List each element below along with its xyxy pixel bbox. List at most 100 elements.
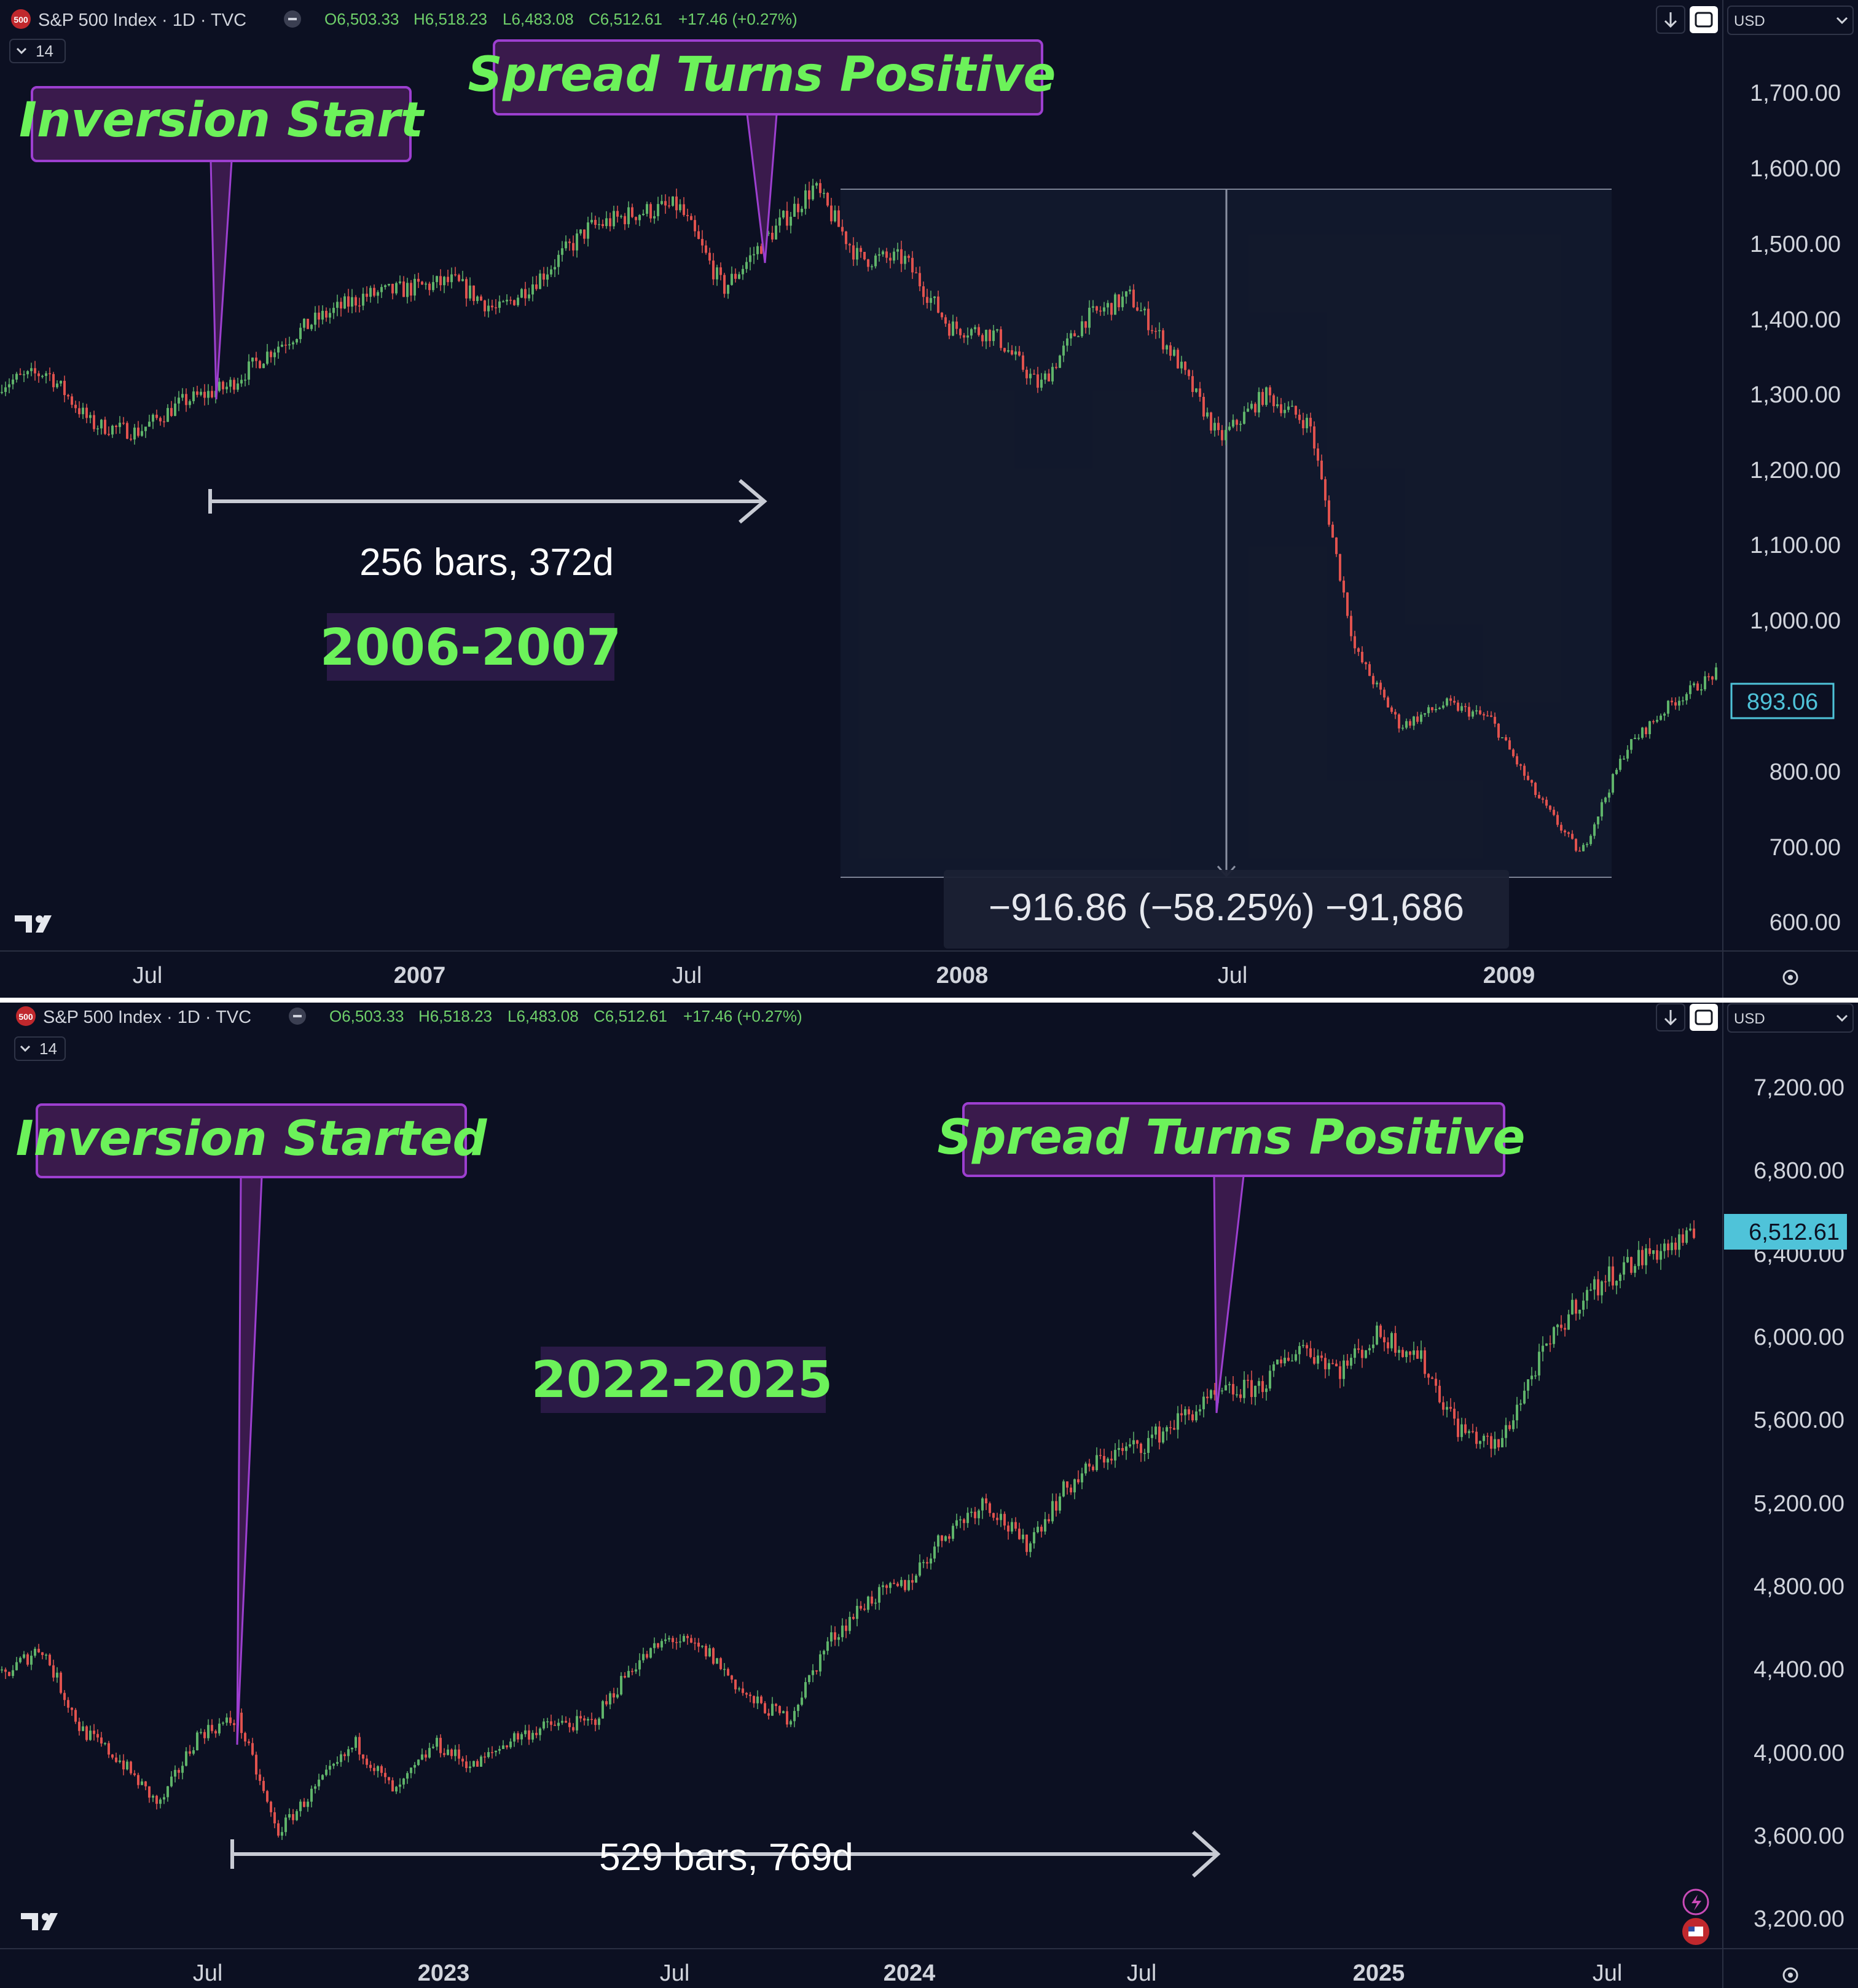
- candle-body: [1125, 1446, 1127, 1451]
- candle-body: [1247, 1380, 1249, 1381]
- candle-body: [163, 421, 165, 423]
- candle-body: [1261, 392, 1264, 405]
- candle-body: [1000, 1514, 1002, 1520]
- candle-body: [362, 294, 364, 306]
- candle-body: [826, 193, 829, 206]
- top-period-label: 2006-2007: [320, 619, 621, 677]
- candle-body: [941, 312, 943, 318]
- top-range-label: 256 bars, 372d: [359, 541, 614, 584]
- candle-body: [1298, 1346, 1301, 1355]
- candle-body: [815, 183, 818, 186]
- candle-body: [111, 1755, 114, 1758]
- top-maximize-button[interactable]: [1690, 6, 1718, 33]
- candle-body: [325, 1769, 327, 1775]
- candle-body: [100, 1737, 103, 1743]
- candle-body: [1398, 1350, 1400, 1353]
- candle-body: [189, 401, 191, 405]
- candle-body: [915, 1575, 917, 1583]
- candle-body: [1431, 707, 1433, 711]
- lightning-icon[interactable]: [1682, 1888, 1709, 1916]
- candle-body: [1704, 676, 1706, 690]
- top-chart-panel: 500 S&P 500 Index · 1D · TVC O6,503.33 H…: [0, 0, 1858, 1000]
- candle-body: [609, 218, 611, 227]
- gear-icon[interactable]: [1782, 969, 1798, 985]
- candle-body: [259, 361, 261, 369]
- candle-body: [1468, 1431, 1470, 1433]
- candle-body: [200, 391, 202, 395]
- bottom-candles: [1, 1220, 1695, 1841]
- top-y-tick: 1,100.00: [1750, 533, 1841, 558]
- bottom-inversion-callout: [36, 1103, 467, 1178]
- candle-body: [1648, 1248, 1651, 1254]
- candle-body: [948, 323, 951, 336]
- candle-body: [1608, 792, 1610, 798]
- bottom-indicator-toggle[interactable]: [14, 1036, 66, 1061]
- candle-body: [1291, 1360, 1293, 1362]
- bottom-currency-select[interactable]: [1727, 1003, 1854, 1033]
- candle-body: [1239, 423, 1242, 425]
- candle-body: [786, 1711, 788, 1725]
- bottom-maximize-button[interactable]: [1690, 1004, 1718, 1031]
- candle-body: [343, 296, 346, 309]
- candle-body: [251, 358, 254, 362]
- candle-body: [1291, 405, 1293, 407]
- candle-body: [214, 1731, 217, 1734]
- candle-body: [635, 1669, 637, 1672]
- candle-body: [815, 1670, 818, 1672]
- candle-body: [1306, 1345, 1308, 1348]
- candle-body: [996, 1517, 998, 1520]
- top-currency-select[interactable]: [1727, 6, 1854, 35]
- candle-body: [690, 1638, 692, 1643]
- candle-body: [694, 220, 696, 232]
- candle-body: [683, 204, 685, 215]
- candle-body: [697, 231, 700, 239]
- candle-body: [1033, 374, 1035, 375]
- top-x-tick: Jul: [1218, 963, 1248, 988]
- candle-body: [1287, 1358, 1290, 1361]
- candle-body: [1298, 414, 1301, 420]
- candle-body: [638, 214, 641, 221]
- candle-body: [598, 1718, 600, 1725]
- candle-body: [926, 297, 928, 303]
- candle-body: [192, 1750, 195, 1754]
- candle-body: [447, 276, 449, 283]
- candle-body: [1320, 460, 1323, 480]
- bottom-symbol-title[interactable]: S&P 500 Index · 1D · TVC: [43, 1008, 251, 1027]
- candle-body: [878, 1587, 880, 1603]
- candle-body: [1143, 1452, 1146, 1454]
- candle-body: [137, 428, 139, 436]
- candle-body: [863, 251, 866, 260]
- candle-body: [1051, 1501, 1054, 1522]
- candle-body: [819, 1654, 821, 1672]
- candle-body: [1416, 1350, 1419, 1359]
- candle-body: [1110, 1458, 1113, 1461]
- candle-body: [764, 1703, 766, 1713]
- candle-body: [89, 415, 92, 418]
- top-symbol-title[interactable]: S&P 500 Index · 1D · TVC: [38, 10, 246, 30]
- top-candles: [1, 179, 1717, 853]
- candle-body: [63, 380, 66, 396]
- candle-body: [1236, 420, 1238, 425]
- candle-body: [1490, 1436, 1492, 1449]
- candle-body: [1195, 388, 1198, 393]
- candle-body: [1343, 1360, 1345, 1379]
- candle-body: [340, 302, 342, 309]
- candle-body: [1494, 716, 1496, 724]
- candle-body: [1154, 1426, 1157, 1435]
- top-x-tick: Jul: [133, 963, 163, 988]
- candle-body: [189, 1751, 191, 1754]
- gear-icon[interactable]: [1782, 1967, 1798, 1983]
- candle-body: [1092, 306, 1094, 308]
- candle-body: [734, 273, 737, 279]
- candle-body: [1129, 289, 1131, 292]
- candle-body: [1284, 1358, 1286, 1364]
- candle-body: [104, 420, 106, 434]
- candle-body: [399, 1784, 401, 1787]
- top-indicator-toggle[interactable]: [9, 39, 66, 63]
- candle-body: [1556, 1325, 1559, 1328]
- candle-body: [686, 1635, 689, 1638]
- candle-body: [1604, 797, 1607, 802]
- candle-body: [1438, 708, 1441, 710]
- candle-body: [288, 1814, 291, 1818]
- top-y-tick: 1,500.00: [1750, 232, 1841, 257]
